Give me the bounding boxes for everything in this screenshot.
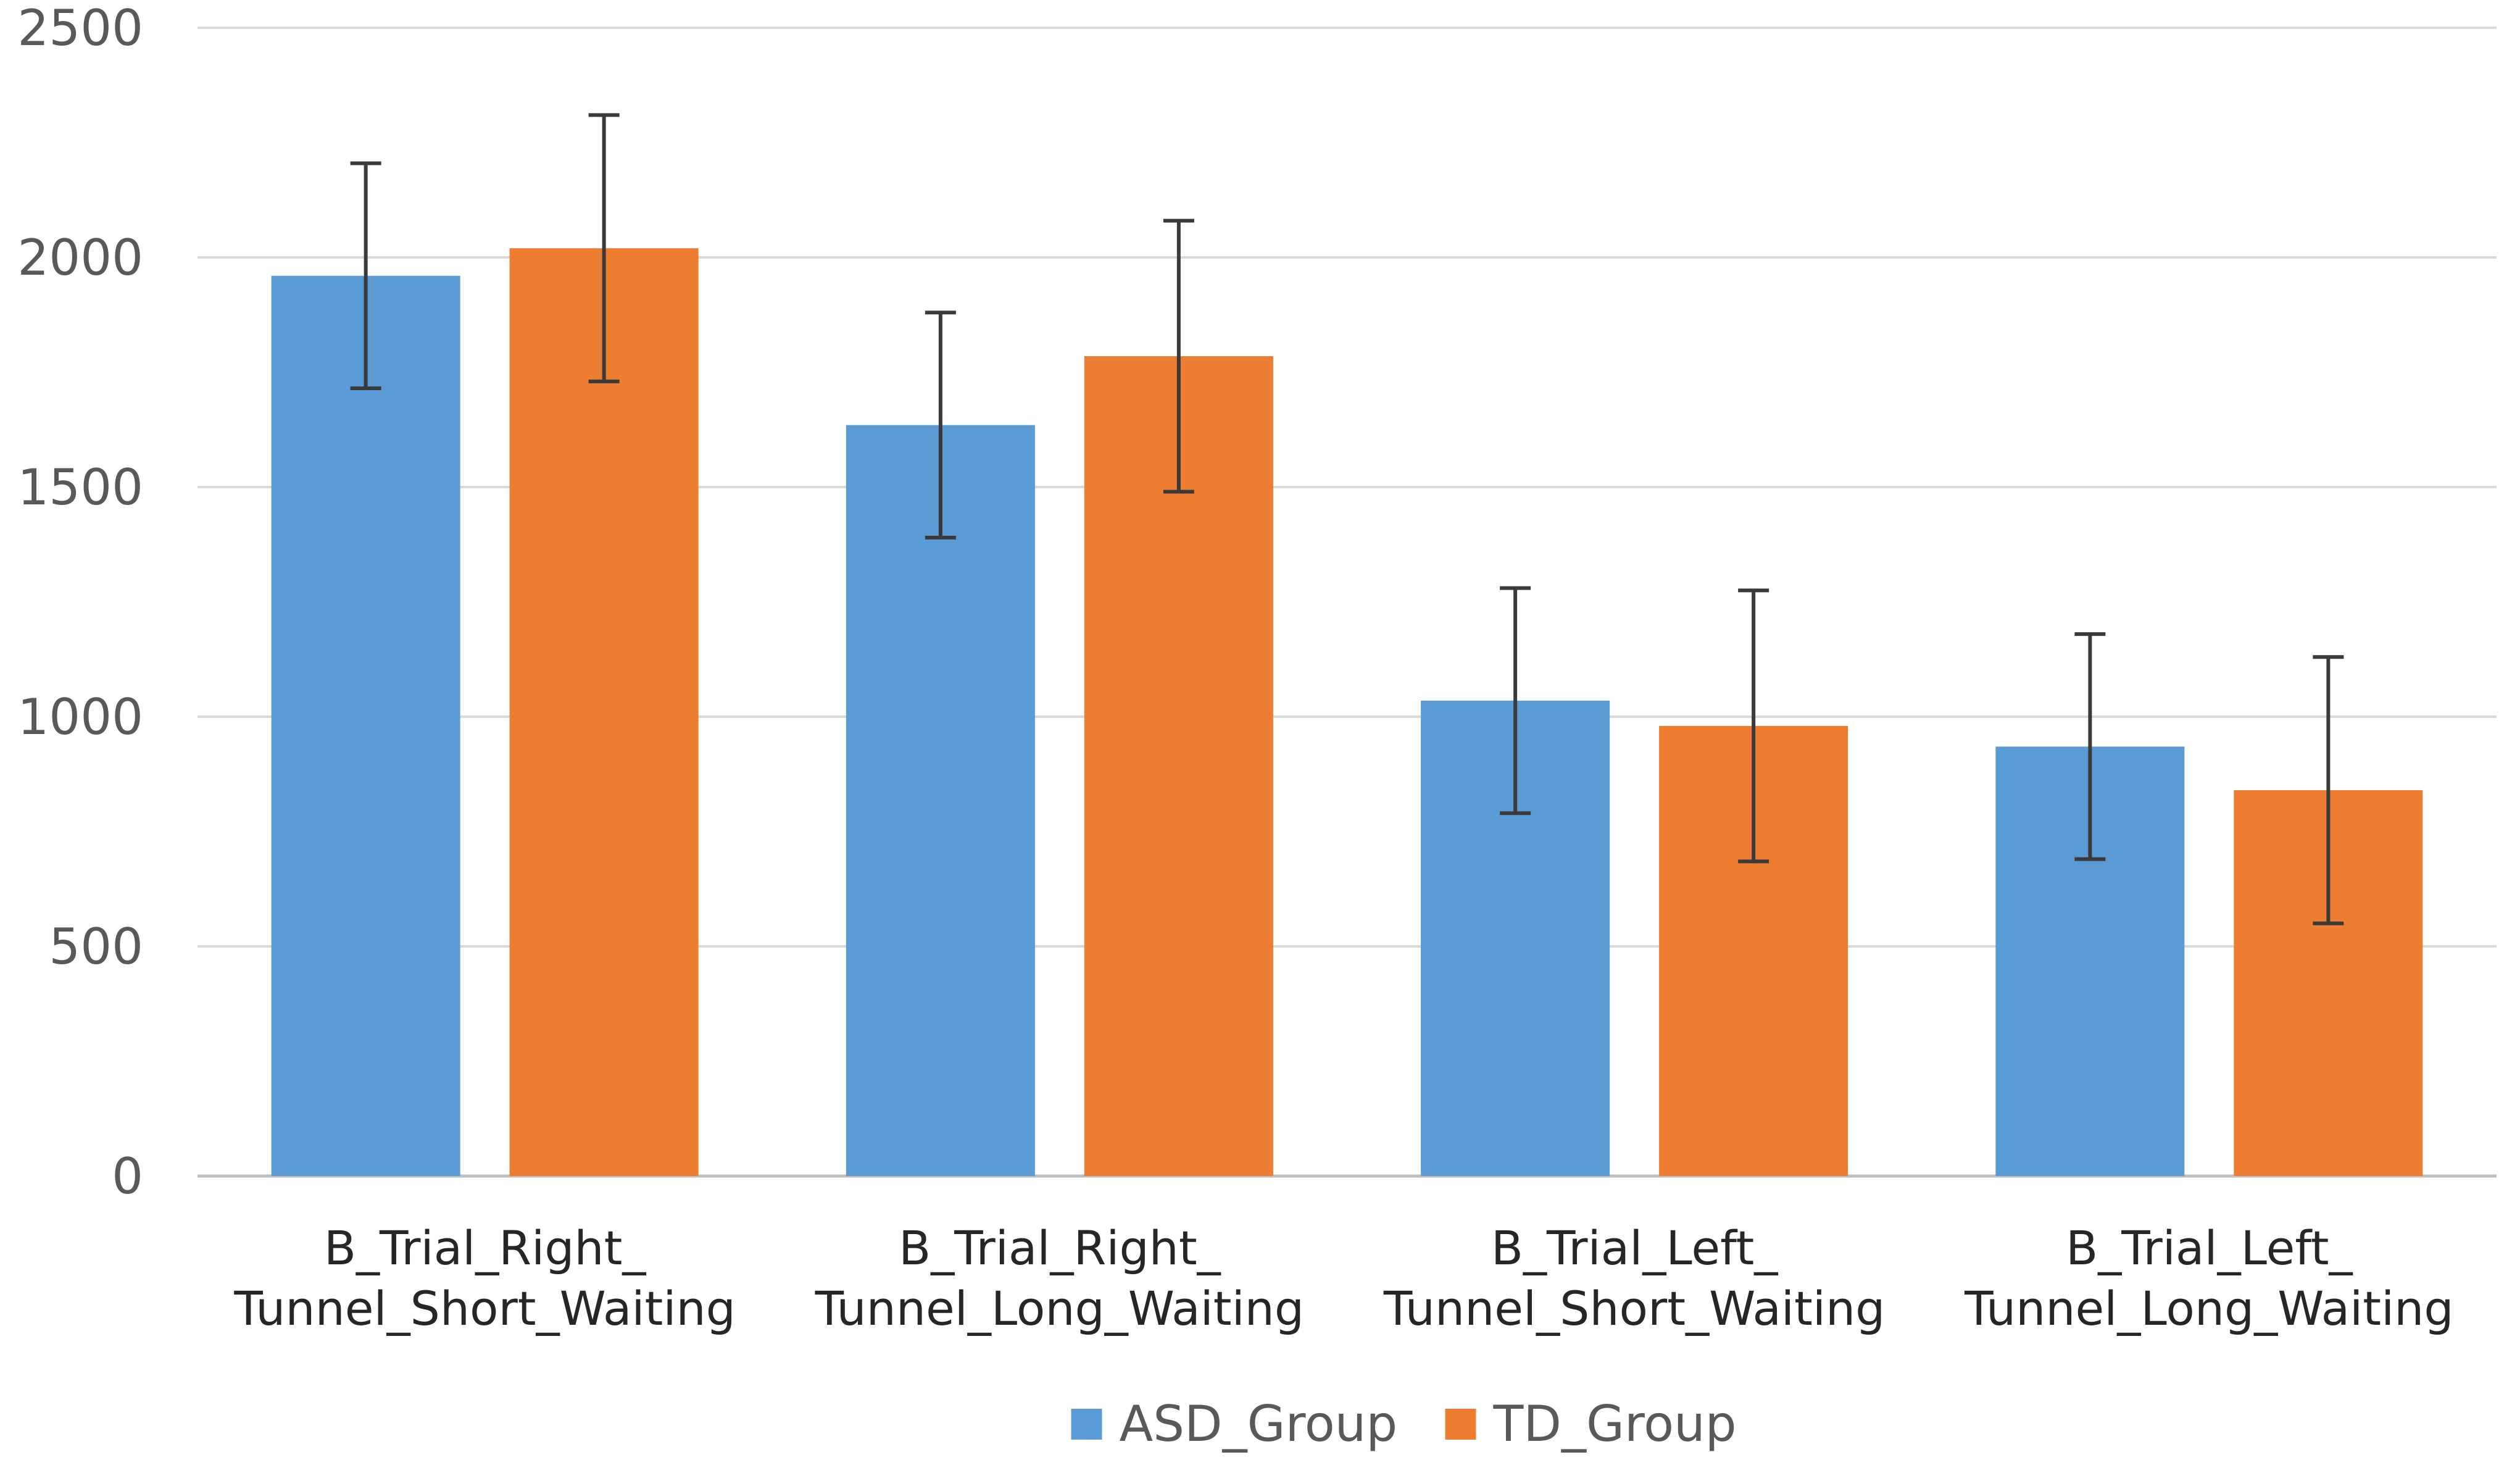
legend-label: TD_Group [1493, 1395, 1737, 1453]
x-category-label: Tunnel_Short_Waiting [1383, 1281, 1886, 1336]
y-tick-label: 500 [49, 918, 143, 975]
x-category-label: Tunnel_Short_Waiting [233, 1281, 736, 1336]
y-tick-label: 1500 [17, 459, 143, 516]
x-category-label: Tunnel_Long_Waiting [1964, 1281, 2453, 1336]
y-axis-ticks: 0 500 1000 1500 2000 2500 [17, 0, 143, 1205]
bar-asd-group [846, 425, 1035, 1176]
legend-label: ASD_Group [1120, 1395, 1398, 1453]
x-category-label: B_Trial_Left_ [2066, 1220, 2353, 1275]
y-tick-label: 2500 [17, 0, 143, 57]
x-category-label: B_Trial_Left_ [1491, 1220, 1778, 1275]
x-axis-labels: B_Trial_Right_ Tunnel_Short_Waiting B_Tria… [233, 1220, 2453, 1336]
legend-swatch [1445, 1409, 1476, 1440]
y-tick-label: 0 [112, 1148, 143, 1205]
legend: ASD_Group TD_Group [1071, 1395, 1737, 1453]
error-bars [350, 113, 2344, 925]
y-tick-label: 1000 [17, 688, 143, 746]
bars [271, 248, 2423, 1177]
x-category-label: B_Trial_Right_ [324, 1220, 647, 1275]
bar-asd-group [271, 275, 460, 1176]
x-category-label: Tunnel_Long_Waiting [815, 1281, 1304, 1336]
bar-td-group [509, 248, 699, 1176]
legend-swatch [1071, 1409, 1102, 1440]
y-tick-label: 2000 [17, 229, 143, 286]
x-category-label: B_Trial_Right_ [899, 1220, 1221, 1275]
